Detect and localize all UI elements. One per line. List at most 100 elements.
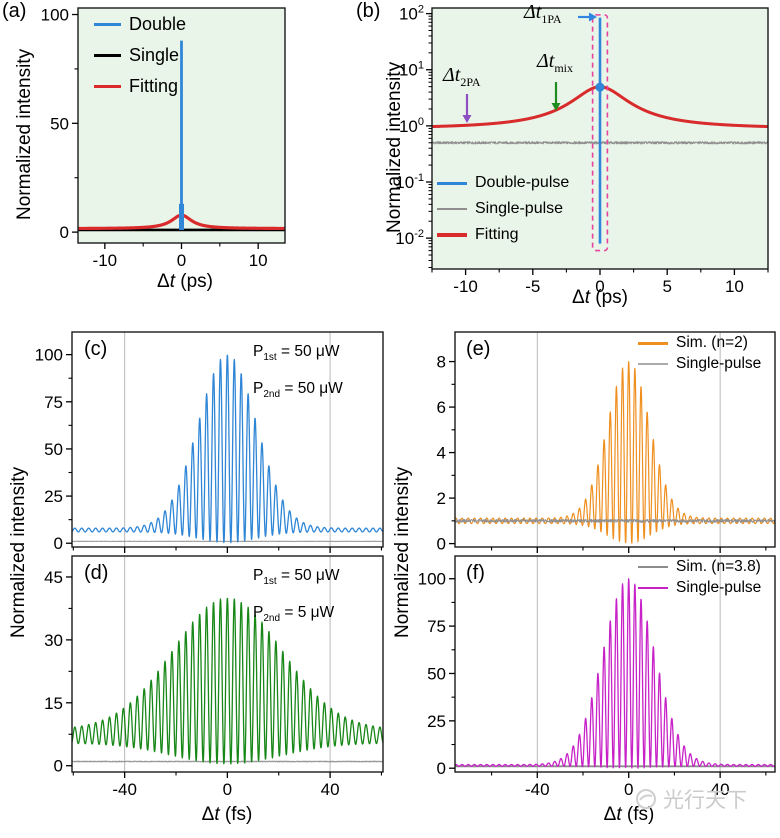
y-axis-label-b: Normalized intensity: [384, 61, 405, 233]
legend-panel-f: Sim. (n=3.8) Single-pulse: [638, 558, 761, 600]
annotation-delta-t-1pa: Δt1PA: [524, 1, 562, 26]
panel-e-ticks: 0 2 4 6 8: [437, 353, 767, 554]
svg-text:30: 30: [44, 631, 63, 650]
svg-text:100: 100: [35, 346, 63, 365]
legend-entry: Single-pulse: [638, 355, 761, 373]
svg-text:102: 102: [399, 4, 424, 24]
legend-line-single: [94, 54, 121, 57]
panel-letter-a: (a): [2, 0, 27, 22]
panel-e-frame: [454, 331, 776, 548]
panel-letter-b: (b): [356, 0, 381, 22]
svg-text:5: 5: [662, 277, 671, 296]
y-axis-label-cd: Normalized intensity: [8, 466, 29, 638]
svg-text:0: 0: [60, 223, 69, 242]
legend-line-sim-n38: [638, 565, 668, 569]
svg-text:4: 4: [437, 444, 446, 463]
legend-entry: Single-pulse: [638, 579, 761, 597]
svg-text:0: 0: [54, 757, 63, 776]
legend-entry: Double-pulse: [437, 174, 569, 192]
panel-c-double-pulse-fringes: [71, 354, 384, 544]
panel-f-ticks: -40 0 40 0 25 50 75 100: [418, 570, 767, 799]
panel-letter-f: (f): [466, 562, 485, 584]
svg-text:0: 0: [223, 780, 232, 799]
watermark: 光行天下: [634, 784, 747, 814]
x-axis-label-f: Δt (fs): [603, 804, 655, 825]
svg-text:50: 50: [44, 440, 63, 459]
svg-text:100: 100: [41, 6, 69, 25]
legend-line-sim-n2: [638, 341, 668, 345]
svg-text:10-2: 10-2: [395, 228, 424, 248]
panel-d-ticks: -40 0 40 0 15 30 45: [44, 568, 383, 799]
annotation-arrow-1PA: [578, 12, 597, 22]
power-labels-c: P1st = 50 μW P2nd = 50 μW: [253, 336, 343, 410]
legend-entry: Single: [94, 45, 186, 66]
svg-text:100: 100: [418, 570, 446, 589]
panel-letter-c: (c): [84, 338, 108, 360]
svg-text:75: 75: [44, 393, 63, 412]
legend-entry: Fitting: [437, 226, 569, 244]
legend-entry: Sim. (n=3.8): [638, 558, 761, 576]
svg-text:0: 0: [624, 780, 633, 799]
legend-entry: Fitting: [94, 76, 186, 97]
svg-text:25: 25: [44, 487, 63, 506]
x-axis-label-a: Δt (ps): [157, 271, 213, 292]
roi-dashed-box: [591, 14, 609, 252]
power-label-row: P1st = 50 μW: [253, 343, 340, 364]
svg-text:2: 2: [437, 489, 446, 508]
panel-f-single-pulse-fringes: [454, 578, 776, 769]
panel-d-single-pulse: [71, 760, 384, 763]
watermark-text: 光行天下: [663, 789, 747, 812]
legend-line-single-pulse: [638, 363, 668, 365]
annotation-delta-t-2pa: Δt2PA: [443, 64, 481, 89]
svg-text:6: 6: [437, 398, 446, 417]
svg-text:-40: -40: [112, 780, 137, 799]
svg-text:0: 0: [595, 277, 604, 296]
svg-text:-40: -40: [525, 780, 550, 799]
legend-line-single-pulse: [437, 208, 467, 210]
legend-panel-a: Double Single Fitting: [94, 14, 186, 107]
y-axis-label-ef: Normalized intensity: [392, 466, 413, 638]
annotation-delta-t-mix: Δtmix: [537, 50, 573, 75]
svg-text:-5: -5: [525, 277, 540, 296]
svg-text:10: 10: [249, 251, 268, 270]
panel-e-plot: [454, 331, 776, 548]
svg-text:0: 0: [54, 534, 63, 553]
panel-e-sim-fringes: [454, 361, 776, 544]
legend-line-double-pulse: [437, 181, 467, 185]
svg-text:45: 45: [44, 568, 63, 587]
legend-line-fitting: [437, 233, 467, 237]
panel-f-frame: [454, 555, 776, 773]
panel-b-plot: [430, 7, 770, 270]
x-axis-label-b: Δt (ps): [572, 287, 628, 308]
annotation-arrow-2PA: [462, 94, 472, 123]
svg-text:0: 0: [437, 535, 446, 554]
legend-entry: Single-pulse: [437, 200, 569, 218]
panel-a-plot: [76, 7, 287, 244]
y-axis-label-a: Normalized intensity: [14, 48, 35, 220]
legend-entry: Sim. (n=2): [638, 334, 761, 352]
svg-text:25: 25: [427, 712, 446, 731]
power-label-row: P1st = 50 μW: [253, 567, 340, 588]
panel-letter-d: (d): [84, 562, 109, 584]
panel-d-double-pulse-fringes: [71, 597, 384, 765]
panel-f-plot: [454, 555, 776, 773]
svg-text:101: 101: [399, 60, 424, 80]
panel-b-peak-marker: [595, 82, 605, 92]
panel-e-single-pulse: [454, 518, 776, 523]
svg-text:40: 40: [321, 780, 340, 799]
svg-text:-10: -10: [453, 277, 478, 296]
legend-entry: Double: [94, 14, 186, 35]
svg-text:50: 50: [50, 114, 69, 133]
svg-text:15: 15: [44, 694, 63, 713]
x-axis-label-d: Δt (fs): [201, 804, 253, 825]
legend-line-single-pulse: [638, 586, 668, 590]
legend-panel-e: Sim. (n=2) Single-pulse: [638, 334, 761, 376]
power-label-row: P2nd = 50 μW: [253, 380, 343, 401]
panel-letter-e: (e): [466, 338, 491, 360]
svg-text:75: 75: [427, 617, 446, 636]
panel-c-ticks: 0 25 50 75 100: [35, 346, 383, 553]
annotation-arrow-mix: [551, 82, 561, 111]
